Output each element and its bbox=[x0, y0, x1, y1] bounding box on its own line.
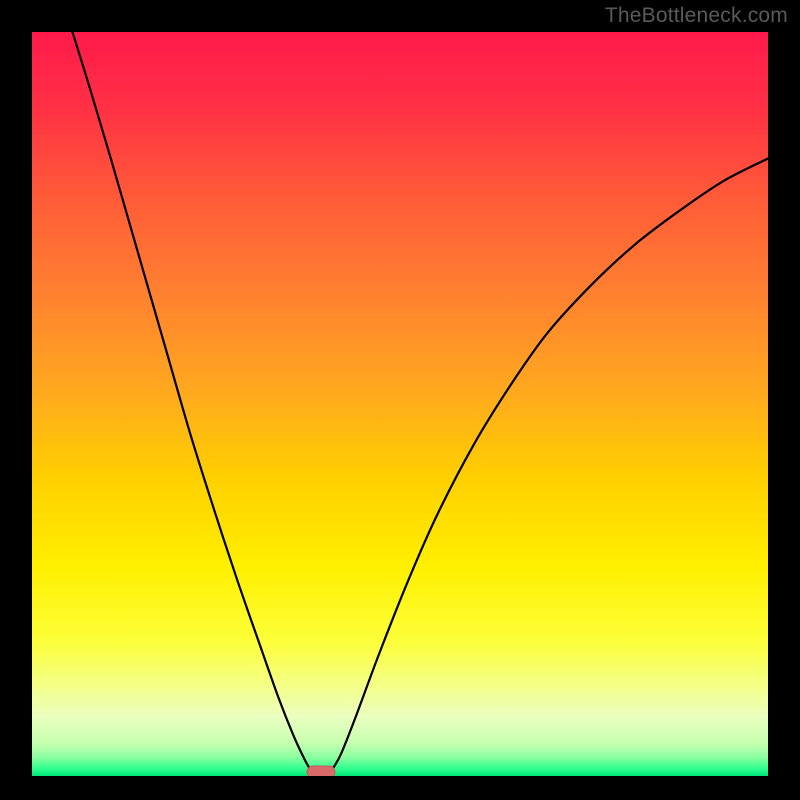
plot-area bbox=[32, 32, 768, 776]
frame-border-bottom bbox=[0, 776, 800, 800]
curve-left-branch bbox=[72, 32, 313, 775]
frame-border-right bbox=[768, 0, 800, 800]
curve-right-branch bbox=[328, 158, 768, 774]
frame-border-left bbox=[0, 0, 32, 800]
minimum-pill bbox=[307, 766, 335, 776]
watermark-text: TheBottleneck.com bbox=[605, 4, 788, 28]
minimum-marker bbox=[306, 765, 336, 776]
bottleneck-curve bbox=[32, 32, 768, 776]
chart-stage: TheBottleneck.com bbox=[0, 0, 800, 800]
